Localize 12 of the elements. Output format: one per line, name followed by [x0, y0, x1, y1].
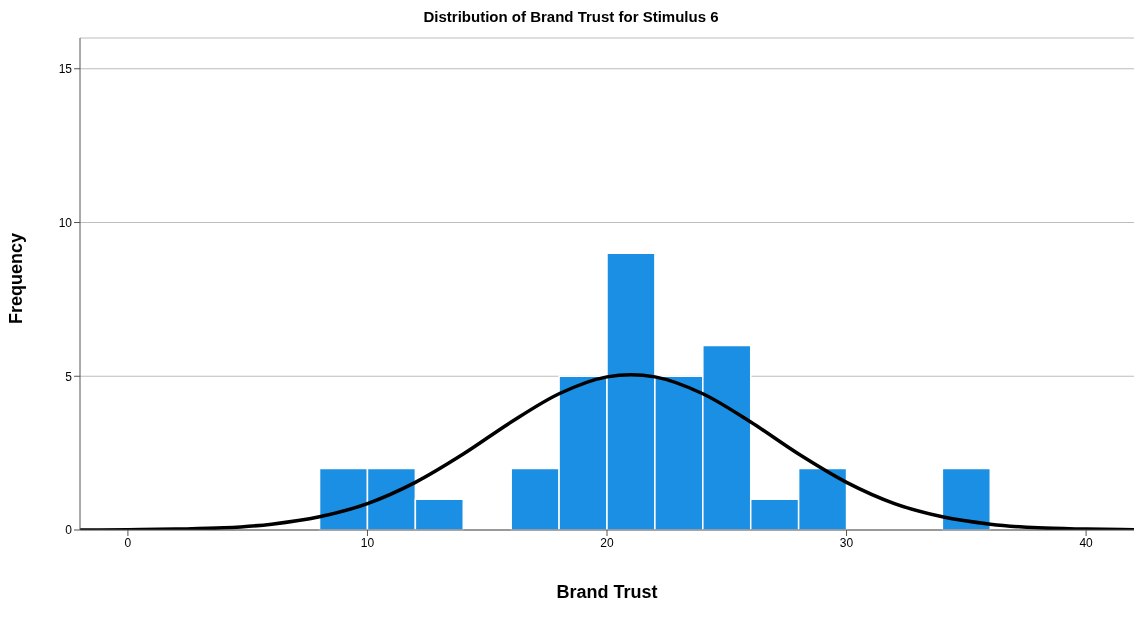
x-tick-label: 30	[839, 535, 854, 550]
y-tick-label: 0	[65, 523, 73, 538]
x-tick-label: 40	[1079, 535, 1094, 550]
x-tick-label: 20	[600, 535, 614, 550]
y-tick-label: 10	[58, 215, 73, 230]
y-tick-label: 15	[58, 62, 73, 77]
chart-title: Distribution of Brand Trust for Stimulus 6	[422, 8, 720, 27]
x-tick-label: 10	[360, 535, 375, 550]
y-axis-title: Frequency	[6, 232, 27, 324]
y-tick-label: 5	[65, 369, 73, 384]
x-tick-label: 0	[124, 535, 132, 550]
x-axis-title: Brand Trust	[556, 582, 658, 602]
